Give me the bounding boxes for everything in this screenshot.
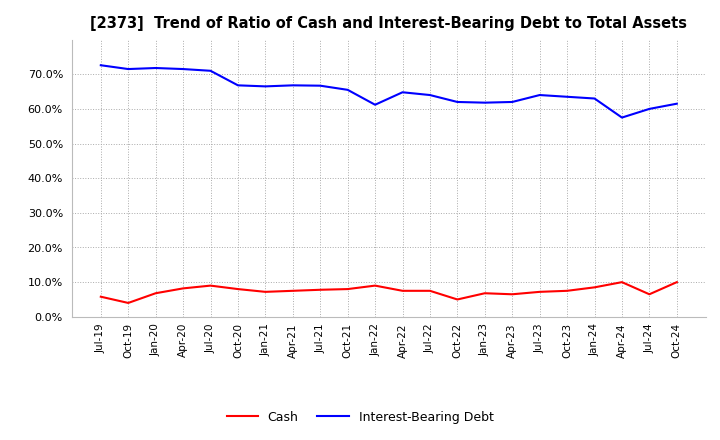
Line: Cash: Cash <box>101 282 677 303</box>
Cash <box>316 287 325 293</box>
Cash <box>508 292 516 297</box>
Cash <box>151 290 160 296</box>
Cash <box>343 286 352 292</box>
Cash <box>233 286 242 292</box>
Cash <box>618 279 626 285</box>
Cash <box>96 294 105 299</box>
Interest-Bearing Debt <box>261 84 270 89</box>
Interest-Bearing Debt <box>480 100 489 105</box>
Title: [2373]  Trend of Ratio of Cash and Interest-Bearing Debt to Total Assets: [2373] Trend of Ratio of Cash and Intere… <box>90 16 688 32</box>
Cash <box>645 292 654 297</box>
Interest-Bearing Debt <box>151 66 160 71</box>
Cash <box>179 286 187 291</box>
Interest-Bearing Debt <box>672 101 681 106</box>
Interest-Bearing Debt <box>426 92 434 98</box>
Interest-Bearing Debt <box>563 94 572 99</box>
Cash <box>124 300 132 305</box>
Cash <box>398 288 407 293</box>
Cash <box>536 289 544 294</box>
Interest-Bearing Debt <box>316 83 325 88</box>
Interest-Bearing Debt <box>398 90 407 95</box>
Interest-Bearing Debt <box>645 106 654 111</box>
Cash <box>590 285 599 290</box>
Interest-Bearing Debt <box>590 96 599 101</box>
Interest-Bearing Debt <box>96 62 105 68</box>
Cash <box>206 283 215 288</box>
Interest-Bearing Debt <box>453 99 462 105</box>
Cash <box>480 290 489 296</box>
Interest-Bearing Debt <box>233 83 242 88</box>
Interest-Bearing Debt <box>179 66 187 72</box>
Interest-Bearing Debt <box>206 68 215 73</box>
Interest-Bearing Debt <box>289 83 297 88</box>
Cash <box>371 283 379 288</box>
Legend: Cash, Interest-Bearing Debt: Cash, Interest-Bearing Debt <box>222 407 498 429</box>
Interest-Bearing Debt <box>343 87 352 92</box>
Cash <box>426 288 434 293</box>
Line: Interest-Bearing Debt: Interest-Bearing Debt <box>101 65 677 117</box>
Cash <box>672 279 681 285</box>
Cash <box>289 288 297 293</box>
Cash <box>453 297 462 302</box>
Cash <box>563 288 572 293</box>
Cash <box>261 289 270 294</box>
Interest-Bearing Debt <box>536 92 544 98</box>
Interest-Bearing Debt <box>618 115 626 120</box>
Interest-Bearing Debt <box>508 99 516 105</box>
Interest-Bearing Debt <box>124 66 132 72</box>
Interest-Bearing Debt <box>371 102 379 107</box>
